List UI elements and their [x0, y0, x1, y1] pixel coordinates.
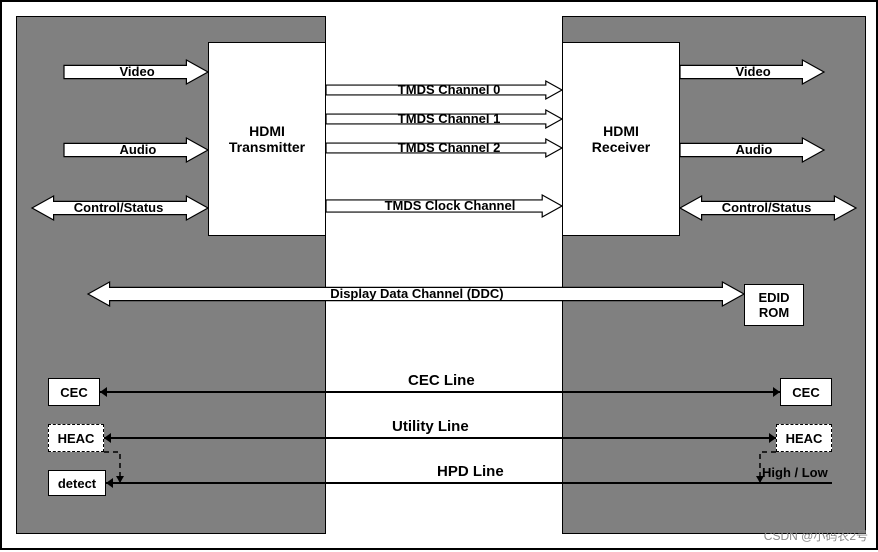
label: CEC [792, 385, 819, 400]
label: HEAC [58, 431, 95, 446]
label: HEAC [786, 431, 823, 446]
arrow-label-audio_r: Audio [736, 142, 773, 157]
hdmi-transmitter-block: HDMITransmitter [208, 42, 326, 236]
line-label-util: Utility Line [392, 418, 469, 435]
edid-rom-block: EDIDROM [744, 284, 804, 326]
hdmi-block-diagram: HDMITransmitter HDMIReceiver EDIDROM CEC… [0, 0, 878, 550]
tail-label-hpd: High / Low [762, 465, 828, 480]
heac-block-left: HEAC [48, 424, 104, 452]
arrow-label-video_l: Video [120, 64, 155, 79]
arrow-label-cs_r: Control/Status [722, 200, 812, 215]
line-label-cec_line: CEC Line [408, 372, 475, 389]
arrow-label-video_r: Video [736, 64, 771, 79]
arrow-label-tmds2: TMDS Channel 2 [398, 140, 501, 155]
label: CEC [60, 385, 87, 400]
arrow-label-tmds1: TMDS Channel 1 [398, 111, 501, 126]
arrow-label-cs_l: Control/Status [74, 200, 164, 215]
arrow-label-audio_l: Audio [120, 142, 157, 157]
cec-block-right: CEC [780, 378, 832, 406]
cec-block-left: CEC [48, 378, 100, 406]
line-label-hpd: HPD Line [437, 463, 504, 480]
heac-block-right: HEAC [776, 424, 832, 452]
watermark: CSDN @小码农2号 [764, 527, 868, 544]
arrow-label-ddc: Display Data Channel (DDC) [330, 286, 503, 301]
label: HDMIReceiver [592, 123, 650, 155]
label: EDIDROM [758, 290, 789, 320]
hdmi-receiver-block: HDMIReceiver [562, 42, 680, 236]
arrow-label-tmds0: TMDS Channel 0 [398, 82, 501, 97]
label: HDMITransmitter [229, 123, 305, 155]
arrow-label-tmdsclk: TMDS Clock Channel [385, 198, 516, 213]
label: detect [58, 476, 96, 491]
detect-block: detect [48, 470, 106, 496]
